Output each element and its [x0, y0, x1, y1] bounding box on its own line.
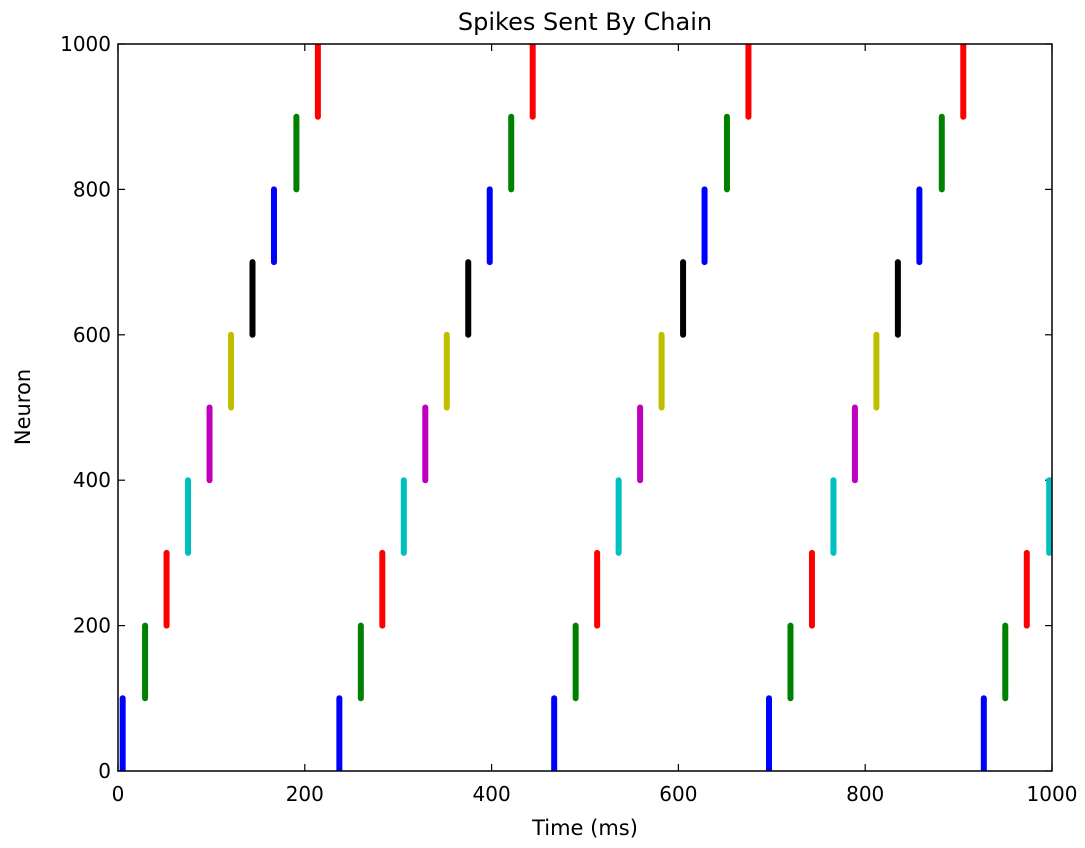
y-tick-label: 1000	[60, 32, 111, 56]
axis-tick-labels: 0 200 400 600 800 1000 0 200 400 600 800 1000	[60, 32, 1077, 806]
x-tick-label: 800	[846, 782, 884, 806]
x-tick-label: 0	[112, 782, 125, 806]
y-tick-label: 600	[73, 323, 111, 347]
spike-marks	[119, 44, 1052, 771]
y-tick-label: 800	[73, 177, 111, 201]
x-tick-label: 200	[286, 782, 324, 806]
x-tick-label: 1000	[1027, 782, 1078, 806]
chart-title: Spikes Sent By Chain	[458, 8, 712, 36]
y-tick-label: 400	[73, 468, 111, 492]
y-tick-label: 0	[98, 759, 111, 783]
axis-ticks	[117, 43, 1053, 772]
x-tick-label: 600	[659, 782, 697, 806]
y-tick-label: 200	[73, 614, 111, 638]
x-axis-label: Time (ms)	[531, 816, 638, 840]
plot-frame	[117, 43, 1053, 772]
y-axis-label: Neuron	[11, 369, 35, 445]
x-tick-label: 400	[473, 782, 511, 806]
